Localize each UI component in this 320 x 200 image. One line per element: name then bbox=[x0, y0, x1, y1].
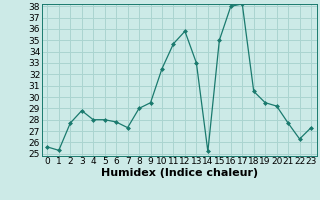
X-axis label: Humidex (Indice chaleur): Humidex (Indice chaleur) bbox=[100, 168, 258, 178]
